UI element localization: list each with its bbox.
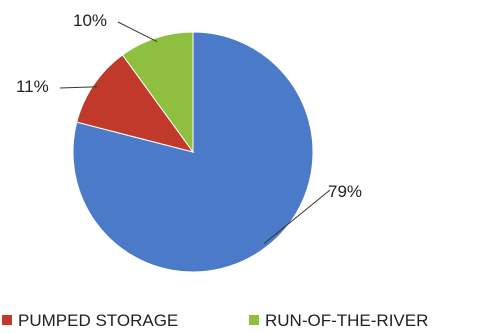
legend-swatch-pumped-storage	[2, 315, 12, 325]
pie-slice-run-of-the-river	[121, 31, 194, 154]
data-label-10: 10%	[73, 11, 107, 30]
pie-slice-pumped-storage	[76, 54, 195, 153]
leader-line	[59, 86, 98, 89]
leader-lines	[59, 21, 331, 245]
legend-label-run-of-the-river: RUN-OF-THE-RIVER	[265, 311, 428, 330]
data-label-11: 11%	[16, 77, 49, 96]
legend-label-pumped-storage: PUMPED STORAGE	[18, 311, 178, 330]
legend-swatch-run-of-the-river	[249, 315, 259, 325]
leader-line	[117, 21, 158, 43]
pie-slices	[72, 31, 314, 273]
data-label-79: 79%	[328, 182, 362, 201]
leader-line	[263, 189, 331, 245]
legend: PUMPED STORAGE RUN-OF-THE-RIVER	[2, 311, 428, 330]
